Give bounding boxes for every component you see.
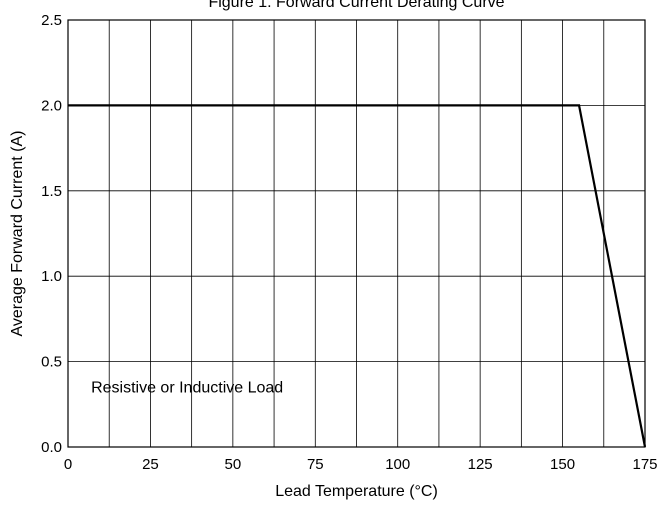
- x-tick-label: 100: [385, 456, 410, 473]
- chart-title: Figure 1. Forward Current Derating Curve: [208, 0, 504, 11]
- x-axis-title: Lead Temperature (°C): [275, 483, 438, 500]
- derating-line: [68, 104, 647, 448]
- y-axis-title: Average Forward Current (A): [9, 131, 26, 337]
- y-tick-label: 1.0: [41, 268, 62, 285]
- x-tick-label: 150: [550, 456, 575, 473]
- y-tick-label: 0.5: [41, 354, 62, 371]
- x-tick-label: 25: [142, 456, 159, 473]
- y-tick-labels: 0.0 0.5 1.0 1.5 2.0 2.5: [41, 12, 62, 456]
- plot-frame: [67, 19, 646, 448]
- x-tick-label: 125: [468, 456, 493, 473]
- annotations: Resistive or Inductive Load: [91, 379, 283, 396]
- y-tick-label: 1.5: [41, 183, 62, 200]
- annotation-text: Resistive or Inductive Load: [91, 379, 283, 396]
- x-tick-label: 175: [632, 456, 657, 473]
- x-tick-label: 50: [225, 456, 242, 473]
- series-layer: [68, 104, 647, 448]
- x-tick-labels: 0 25 50 75 100 125 150 175: [64, 456, 658, 473]
- y-tick-label: 0.0: [41, 439, 62, 456]
- x-tick-label: 0: [64, 456, 72, 473]
- x-tick-label: 75: [307, 456, 324, 473]
- y-tick-label: 2.5: [41, 12, 62, 29]
- y-tick-label: 2.0: [41, 97, 62, 114]
